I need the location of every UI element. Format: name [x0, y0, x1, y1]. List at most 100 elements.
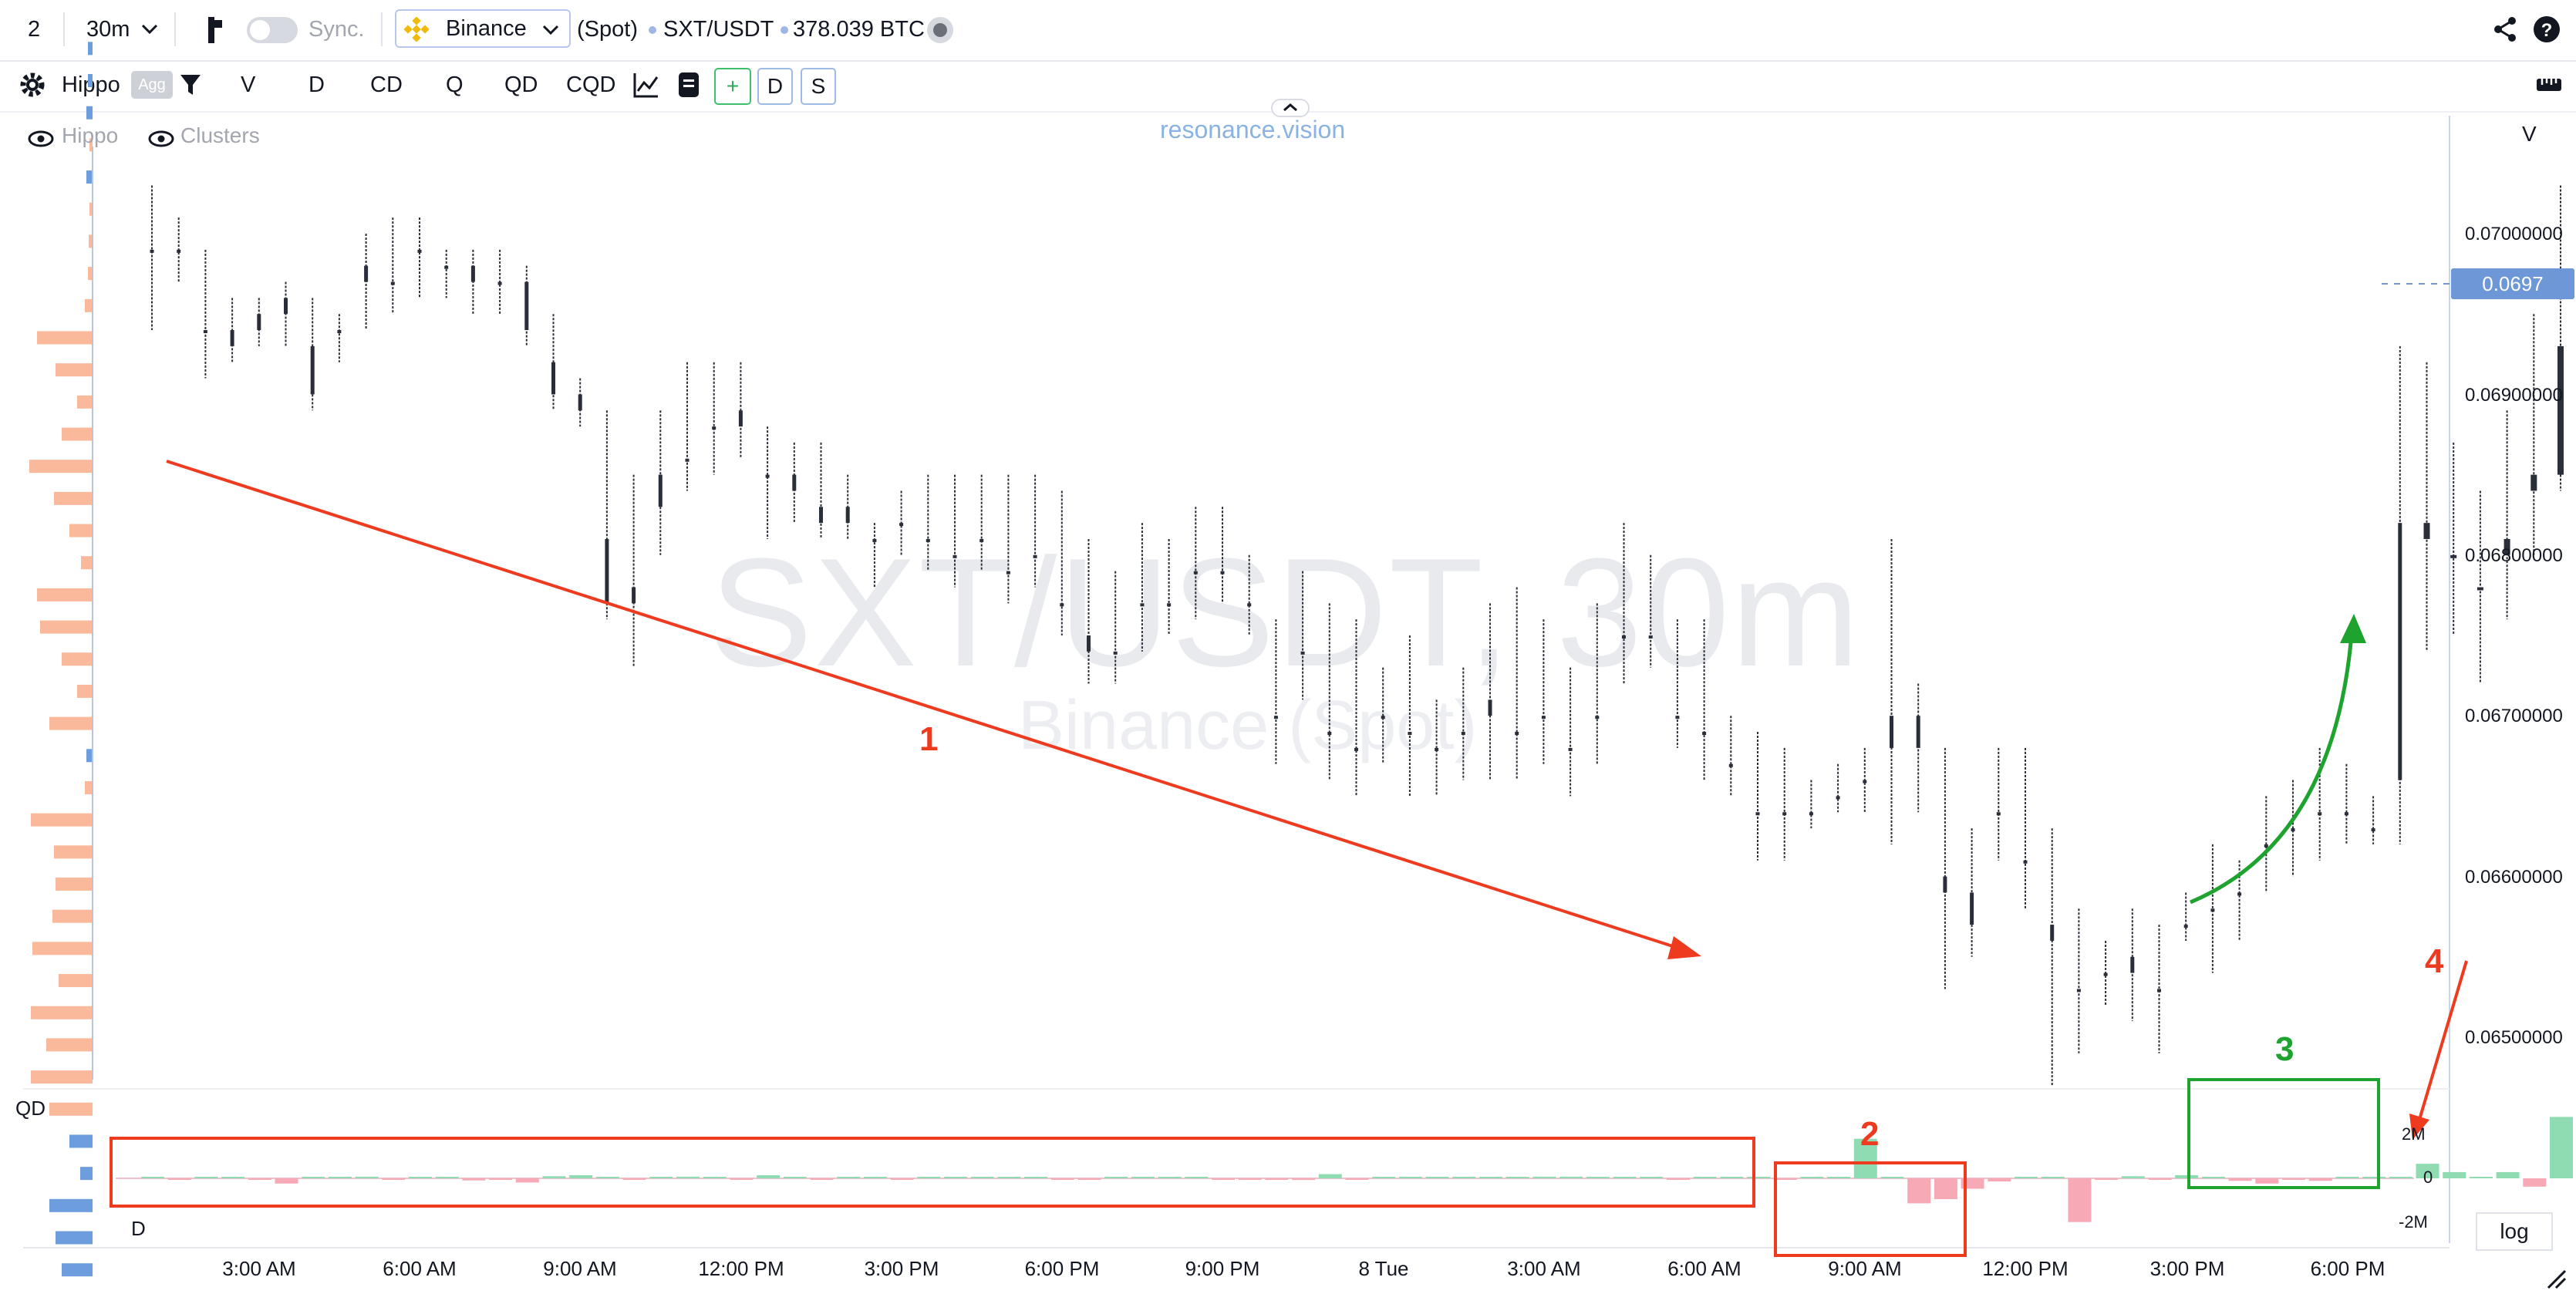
divider	[63, 12, 65, 46]
exchange-select[interactable]: Binance	[395, 9, 571, 48]
candle-body	[1863, 780, 1867, 783]
volume-profile-bar	[88, 42, 93, 56]
pair-symbol[interactable]: SXT/USDT	[663, 17, 774, 42]
delta-bar	[462, 1178, 486, 1181]
toolbar-button-q[interactable]: Q	[446, 72, 464, 97]
delta-bar	[1961, 1178, 1984, 1189]
legend-clusters[interactable]: Clusters	[180, 123, 260, 147]
candle-body	[2398, 523, 2402, 780]
time-tick: 6:00 PM	[2310, 1257, 2385, 1280]
volume-profile-bar	[80, 1167, 93, 1181]
delta-bar	[1024, 1177, 1048, 1178]
candle-body	[792, 474, 797, 491]
delta-bar	[837, 1177, 861, 1178]
price-tick: 0.06500000	[2465, 1027, 2563, 1048]
toolbar-button-d[interactable]: D	[309, 72, 325, 97]
sync-toggle[interactable]	[247, 17, 298, 43]
delta-bar	[2523, 1178, 2547, 1187]
candle-body	[1408, 732, 1412, 736]
price-axis-label: V	[2522, 122, 2537, 146]
candle-body	[2237, 892, 2242, 896]
time-tick: 6:00 AM	[383, 1257, 457, 1280]
candle-body	[1488, 699, 1492, 716]
delta-bar	[1640, 1177, 1664, 1178]
ruler-icon[interactable]	[2536, 76, 2562, 94]
volume-profile-bar	[46, 1038, 93, 1052]
volume-profile-bar	[88, 74, 93, 88]
toolbar-button-s-box[interactable]: S	[801, 68, 836, 105]
filter-icon[interactable]	[179, 72, 202, 97]
highlight-box-2	[1774, 1161, 1967, 1257]
candle-body	[417, 249, 422, 253]
candle-body	[203, 330, 207, 334]
volume-profile-bar	[62, 427, 93, 441]
toolbar-button-cqd[interactable]: CQD	[566, 72, 616, 97]
candle-body	[926, 538, 930, 542]
legend-hippo[interactable]: Hippo	[62, 123, 119, 147]
layout-number[interactable]: 2	[28, 17, 41, 42]
volume-profile-bar	[62, 652, 93, 666]
toolbar-button-cd[interactable]: CD	[370, 72, 403, 97]
volume-profile-bar	[49, 1102, 93, 1116]
delta-bar	[810, 1178, 834, 1180]
delta-bar	[2228, 1178, 2252, 1181]
delta-bar	[1425, 1177, 1449, 1178]
delta-bar	[489, 1178, 513, 1180]
candle-body	[1809, 812, 1813, 816]
reversal-arrow	[2190, 624, 2355, 905]
delta-bar	[1452, 1177, 1476, 1178]
log-scale-button[interactable]: log	[2476, 1212, 2553, 1251]
delta-bar	[1505, 1177, 1529, 1178]
help-icon[interactable]: ?	[2533, 15, 2561, 43]
toolbar-button-qd[interactable]: QD	[504, 72, 538, 97]
toolbar-button-d-box[interactable]: D	[757, 68, 793, 105]
candle-body	[2450, 554, 2457, 558]
candle-body	[1273, 716, 1278, 719]
delta-bar	[2335, 1177, 2359, 1178]
line-chart-icon[interactable]	[632, 71, 660, 99]
volume-profile-bar	[88, 267, 93, 281]
delta-bar	[2362, 1177, 2386, 1178]
candle-body	[2344, 812, 2348, 816]
delta-bar	[1666, 1178, 1690, 1180]
candle-body	[1890, 716, 1893, 748]
collapse-toolbar-icon[interactable]	[1271, 99, 1310, 117]
delta-bar	[1318, 1174, 1342, 1178]
delta-bar	[2201, 1177, 2225, 1178]
eye-icon[interactable]	[148, 130, 174, 148]
pane-scale-label: 0	[2423, 1168, 2433, 1187]
volume-profile-bar	[29, 460, 93, 473]
volume-profile-bar	[77, 684, 93, 698]
chevron-down-icon[interactable]	[140, 22, 159, 37]
delta-bar	[248, 1178, 271, 1180]
candle-body	[1113, 651, 1118, 655]
candle-body	[979, 538, 984, 542]
volume-profile-bar	[32, 942, 93, 955]
candle-body	[685, 458, 690, 462]
toolbar-button-v[interactable]: V	[241, 72, 256, 97]
candle-body	[2557, 345, 2564, 475]
candle-body	[2291, 828, 2295, 832]
gear-icon[interactable]	[19, 71, 46, 99]
delta-bar	[863, 1177, 887, 1178]
candle-body	[738, 410, 743, 427]
add-button[interactable]: +	[714, 68, 751, 105]
candle-body	[819, 507, 823, 524]
share-icon[interactable]	[2491, 15, 2519, 43]
candle-style-icon[interactable]	[207, 15, 224, 45]
volume-profile-bar	[62, 1263, 93, 1277]
document-icon[interactable]	[677, 71, 700, 99]
candle-body	[2050, 925, 2055, 941]
candle-body	[1167, 603, 1172, 607]
delta-bar	[1372, 1177, 1396, 1178]
eye-icon[interactable]	[28, 130, 54, 148]
time-tick: 9:00 PM	[1185, 1257, 1260, 1280]
resize-handle-icon[interactable]	[2545, 1268, 2568, 1291]
volume-profile-bar	[31, 1006, 93, 1019]
delta-bar	[1104, 1177, 1128, 1178]
delta-bar	[595, 1177, 619, 1178]
timeframe-select[interactable]: 30m	[86, 17, 130, 42]
separator-dot	[649, 26, 656, 34]
candle-body	[390, 281, 395, 285]
